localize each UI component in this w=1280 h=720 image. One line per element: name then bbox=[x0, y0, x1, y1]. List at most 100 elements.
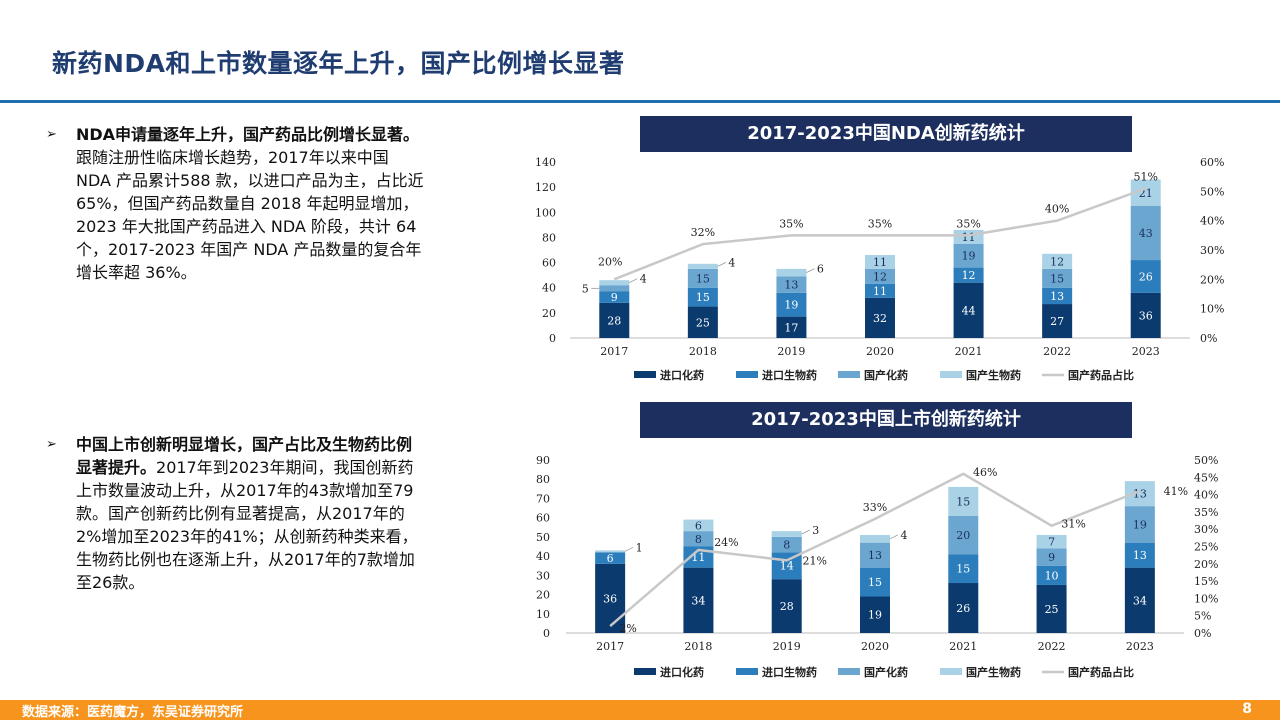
bar-segment bbox=[683, 519, 714, 532]
bar-segment bbox=[1124, 481, 1155, 507]
bar-segment bbox=[776, 268, 807, 277]
legend-label: 国产生物药 bbox=[966, 368, 1021, 382]
bar-segment bbox=[953, 243, 984, 268]
bullet-launch: ➢ 中国上市创新明显增长，国产占比及生物药比例显著提升。2017年到2023年期… bbox=[46, 433, 426, 594]
footer-bar: 数据来源：医药魔方，东吴证券研究所 8 bbox=[0, 700, 1280, 720]
data-label: 8 bbox=[695, 533, 702, 546]
y-tick-label: 140 bbox=[535, 156, 556, 169]
y-tick-label: 80 bbox=[536, 473, 550, 486]
bar-segment bbox=[1042, 253, 1073, 269]
y2-tick-label: 35% bbox=[1194, 506, 1218, 519]
data-label: 13 bbox=[784, 279, 798, 292]
data-label: 12 bbox=[873, 270, 887, 283]
ratio-line bbox=[613, 187, 1147, 281]
y-tick-label: 60 bbox=[542, 257, 556, 270]
y-tick-label: 50 bbox=[536, 531, 550, 544]
ratio-label: 35% bbox=[779, 217, 803, 230]
data-label: 13 bbox=[1133, 549, 1147, 562]
y-tick-label: 90 bbox=[536, 454, 550, 467]
data-label: 9 bbox=[611, 291, 618, 304]
data-label: 19 bbox=[1133, 518, 1147, 531]
y2-tick-label: 60% bbox=[1200, 156, 1224, 169]
data-label: 28 bbox=[607, 314, 621, 327]
x-tick-label: 2021 bbox=[955, 345, 983, 358]
ratio-label: 35% bbox=[868, 217, 892, 230]
legend-label: 进口生物药 bbox=[762, 368, 817, 382]
data-label: 19 bbox=[868, 609, 882, 622]
page-title: 新药NDA和上市数量逐年上升，国产比例增长显著 bbox=[52, 49, 625, 78]
ratio-label: 24% bbox=[714, 536, 738, 549]
data-label: 12 bbox=[1050, 255, 1064, 268]
arrow-bullet-icon: ➢ bbox=[46, 127, 57, 142]
data-label: 13 bbox=[1050, 290, 1064, 303]
y2-tick-label: 50% bbox=[1194, 454, 1218, 467]
bar-segment bbox=[687, 263, 718, 269]
y2-tick-label: 30% bbox=[1200, 244, 1224, 257]
y2-tick-label: 0% bbox=[1194, 627, 1211, 640]
data-label: 9 bbox=[1048, 551, 1055, 564]
x-tick-label: 2021 bbox=[949, 640, 977, 653]
legend-label: 进口生物药 bbox=[762, 665, 817, 679]
bar-segment bbox=[1036, 565, 1067, 585]
bar-segment bbox=[953, 282, 984, 338]
ratio-label: 31% bbox=[1061, 518, 1085, 531]
bar-segment bbox=[953, 267, 984, 283]
bar-segment bbox=[865, 283, 895, 298]
ratio-line bbox=[609, 472, 1141, 628]
data-label: 6 bbox=[817, 263, 824, 276]
bar-segment bbox=[860, 534, 890, 543]
y-tick-label: 20 bbox=[536, 589, 550, 602]
y2-tick-label: 20% bbox=[1200, 273, 1224, 286]
x-tick-label: 2023 bbox=[1126, 640, 1154, 653]
data-label: 19 bbox=[784, 299, 798, 312]
y-tick-label: 20 bbox=[542, 307, 556, 320]
y2-tick-label: 0% bbox=[1200, 332, 1217, 345]
bar-segment bbox=[771, 536, 802, 553]
bar-segment bbox=[687, 306, 718, 338]
data-label: 44 bbox=[962, 304, 976, 317]
y2-tick-label: 40% bbox=[1200, 215, 1224, 228]
bar-segment bbox=[1042, 287, 1073, 305]
x-tick-label: 2017 bbox=[596, 640, 624, 653]
data-label: 15 bbox=[696, 272, 710, 285]
leader-line bbox=[624, 546, 634, 552]
data-label: 5 bbox=[582, 282, 589, 295]
data-label: 13 bbox=[868, 549, 882, 562]
y-tick-label: 0 bbox=[549, 332, 556, 345]
ratio-label: 2% bbox=[619, 622, 636, 635]
data-label: 4 bbox=[901, 529, 908, 542]
bar-segment bbox=[948, 554, 979, 584]
bullet-nda: ➢ NDA申请量逐年上升，国产药品比例增长显著。跟随注册性临床增长趋势，2017… bbox=[46, 123, 426, 284]
x-tick-label: 2018 bbox=[689, 345, 717, 358]
ratio-label: 21% bbox=[802, 554, 826, 567]
bar-segment bbox=[771, 579, 802, 633]
bar-segment bbox=[771, 531, 802, 537]
data-label: 36 bbox=[1139, 309, 1153, 322]
bar-segment bbox=[1036, 584, 1067, 633]
bar-segment bbox=[860, 596, 890, 633]
data-label: 27 bbox=[1050, 315, 1064, 328]
data-label: 32 bbox=[873, 312, 887, 325]
bar-segment bbox=[1130, 206, 1161, 261]
data-label: 12 bbox=[962, 269, 976, 282]
data-label: 26 bbox=[956, 602, 970, 615]
bar-segment bbox=[948, 515, 979, 555]
data-label: 34 bbox=[691, 594, 705, 607]
bar-segment bbox=[599, 280, 630, 286]
data-label: 15 bbox=[956, 563, 970, 576]
y-tick-label: 60 bbox=[536, 512, 550, 525]
bar-segment bbox=[1130, 292, 1161, 338]
title-divider bbox=[0, 100, 1280, 103]
y-tick-label: 70 bbox=[536, 492, 550, 505]
bar-segment bbox=[948, 583, 979, 633]
data-label: 28 bbox=[780, 600, 794, 613]
data-label: 15 bbox=[868, 576, 882, 589]
x-tick-label: 2019 bbox=[777, 345, 805, 358]
bar-segment bbox=[595, 563, 626, 633]
ratio-label: 20% bbox=[598, 255, 622, 268]
y2-tick-label: 25% bbox=[1194, 541, 1218, 554]
data-label: 6 bbox=[695, 519, 702, 532]
arrow-bullet-icon: ➢ bbox=[46, 437, 57, 452]
ratio-label: 32% bbox=[691, 226, 715, 239]
bar-segment bbox=[1042, 268, 1073, 288]
